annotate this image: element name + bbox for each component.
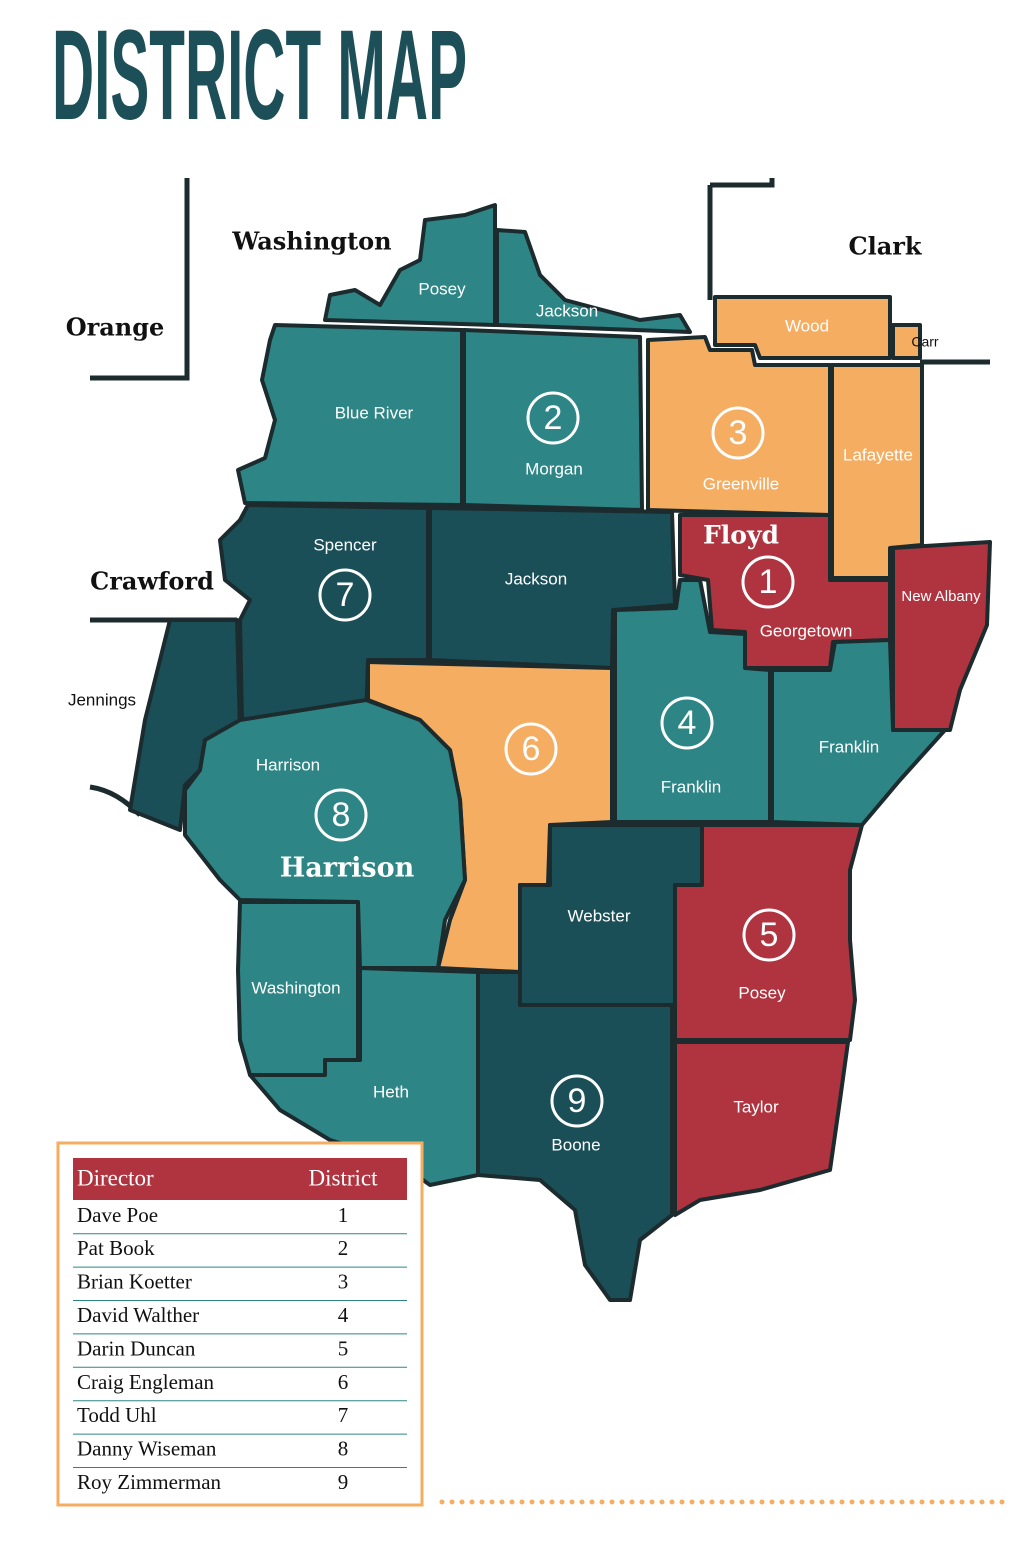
table-frame [56,1141,424,1507]
township-region [673,1040,850,1217]
district-number: 6 [522,730,541,768]
district-number: 5 [760,916,779,954]
table-content: Director District Dave Poe 1 Pat Book 2 Brian … [73,1165,407,1494]
township-label: Posey [738,983,786,1002]
district-cell: 2 [338,1236,349,1260]
township-region [713,295,892,360]
district-number: 8 [332,796,351,834]
director-name: Roy Zimmerman [77,1470,222,1494]
district-number: 3 [729,414,748,452]
table-header: Director [77,1165,154,1190]
county-label: Harrison [280,853,415,884]
district-cell: 7 [338,1403,349,1427]
township-region [476,970,674,1302]
boundary [710,178,775,188]
township-label: Washington [251,978,340,997]
township-label: Jackson [505,569,567,588]
district-number: 1 [759,563,778,601]
district-marker [711,406,765,460]
district-cell: 5 [338,1336,349,1360]
county-label: Orange [66,313,165,342]
director-name: Pat Book [77,1236,155,1260]
township-region [891,540,992,732]
director-table [56,1141,424,1507]
township-region [891,323,922,360]
district-cell: 1 [338,1203,349,1227]
township-label: Lafayette [843,445,913,464]
director-name: Danny Wiseman [77,1437,217,1461]
director-name: Todd Uhl [77,1403,157,1427]
township-region [428,506,677,670]
director-name: Darin Duncan [77,1336,196,1360]
township-region [323,203,497,327]
district-number: 2 [544,399,563,437]
district-cell: 8 [338,1437,349,1461]
director-name: David Walther [77,1303,199,1327]
township-label: Jackson [536,301,598,320]
district-marker [526,391,580,445]
page-title: DISTRICT MAP [52,4,467,147]
township-label: Wood [785,316,829,335]
district-marker [742,908,796,962]
township-label: Blue River [335,403,414,422]
township-label: Jennings [68,690,136,709]
township-label: Carr [911,334,939,350]
district-marker [314,788,368,842]
director-name: Dave Poe [77,1203,158,1227]
county-label: Floyd [703,521,779,550]
township-label: Georgetown [760,621,853,640]
district-cell: 6 [338,1370,349,1394]
district-marker [660,696,714,750]
district-marker [741,555,795,609]
township-label: Franklin [819,737,879,756]
director-name: Brian Koetter [77,1270,192,1294]
county-label: Clark [848,232,922,261]
district-number: 7 [336,576,355,614]
township-label: Posey [418,279,466,298]
director-name: Craig Engleman [77,1370,215,1394]
county-boundaries [89,178,990,817]
township-label: Harrison [256,755,320,774]
county-label: Washington [231,227,391,256]
township-label: New Albany [901,588,981,605]
township-region [495,228,692,334]
district-number: 4 [678,704,697,742]
labels: Posey Jackson Wood Carr Blue River Morgan Gree… [66,227,981,1155]
district-cell: 3 [338,1270,349,1294]
district-cell: 4 [338,1303,349,1327]
township-region [613,578,772,824]
district-marker [550,1074,604,1128]
district-number: 9 [568,1082,587,1120]
township-label: Webster [568,906,631,925]
boundary [90,178,190,381]
county-label: Crawford [90,567,214,596]
township-region [646,335,832,517]
table-header-bg [73,1158,407,1200]
township-label: Heth [373,1082,409,1101]
township-label: Franklin [661,777,721,796]
district-marker [504,722,558,776]
township-label: Greenville [703,474,780,493]
township-label: Boone [551,1135,600,1154]
township-label: Morgan [525,459,583,478]
township-label: Taylor [733,1097,779,1116]
district-marker [318,568,372,622]
regions [128,203,992,1302]
table-header: District [309,1165,379,1190]
township-label: Spencer [313,535,377,554]
district-cell: 9 [338,1470,349,1494]
